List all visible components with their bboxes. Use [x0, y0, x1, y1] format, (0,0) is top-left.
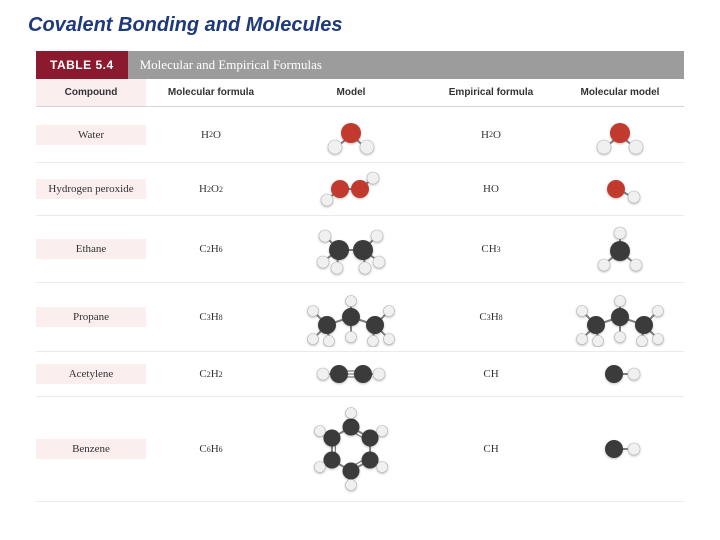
- col-molecular-model: Molecular model: [556, 79, 684, 106]
- table-row: Hydrogen peroxideH2O2 HO: [36, 163, 684, 216]
- molecular-model: [276, 352, 426, 396]
- table-number-label: TABLE 5.4: [36, 51, 128, 79]
- empirical-model: [556, 427, 684, 471]
- compound-name: Acetylene: [36, 364, 146, 384]
- molecular-model: [276, 109, 426, 161]
- empirical-model: [556, 219, 684, 279]
- empirical-model: [556, 283, 684, 351]
- compound-name: Benzene: [36, 439, 146, 459]
- compound-name: Hydrogen peroxide: [36, 179, 146, 199]
- empirical-formula: CH: [426, 439, 556, 459]
- table-body: WaterH2OH2OHydrogen peroxideH2O2HOEthane…: [36, 107, 684, 502]
- molecular-formula: H2O: [146, 125, 276, 145]
- empirical-formula: CH: [426, 364, 556, 384]
- molecular-formula: C2H2: [146, 364, 276, 384]
- empirical-formula: C3H8: [426, 307, 556, 327]
- column-headers: Compound Molecular formula Model Empiric…: [36, 79, 684, 107]
- col-molecular-formula: Molecular formula: [146, 79, 276, 106]
- compound-name: Ethane: [36, 239, 146, 259]
- col-compound: Compound: [36, 79, 146, 106]
- molecular-formula: H2O2: [146, 179, 276, 199]
- molecular-model: [276, 397, 426, 501]
- molecular-model: [276, 283, 426, 351]
- empirical-formula: H2O: [426, 125, 556, 145]
- compound-name: Water: [36, 125, 146, 145]
- molecular-formula: C2H6: [146, 239, 276, 259]
- empirical-formula: HO: [426, 179, 556, 199]
- table-row: WaterH2OH2O: [36, 107, 684, 163]
- empirical-formula: CH3: [426, 239, 556, 259]
- table-row: AcetyleneC2H2 CH: [36, 352, 684, 397]
- molecular-formula: C6H6: [146, 439, 276, 459]
- empirical-model: [556, 165, 684, 213]
- compound-name: Propane: [36, 307, 146, 327]
- molecular-formula: C3H8: [146, 307, 276, 327]
- empirical-model: [556, 109, 684, 161]
- col-model: Model: [276, 79, 426, 106]
- table-row: BenzeneC6H6 CH: [36, 397, 684, 502]
- formulas-table: TABLE 5.4 Molecular and Empirical Formul…: [36, 51, 684, 502]
- table-header-bar: TABLE 5.4 Molecular and Empirical Formul…: [36, 51, 684, 79]
- empirical-model: [556, 352, 684, 396]
- page-title: Covalent Bonding and Molecules: [0, 0, 720, 51]
- col-empirical-formula: Empirical formula: [426, 79, 556, 106]
- table-row: EthaneC2H6 CH3: [36, 216, 684, 283]
- molecular-model: [276, 163, 426, 215]
- molecular-model: [276, 216, 426, 282]
- table-row: PropaneC3H8C3H8: [36, 283, 684, 352]
- table-title: Molecular and Empirical Formulas: [128, 51, 684, 79]
